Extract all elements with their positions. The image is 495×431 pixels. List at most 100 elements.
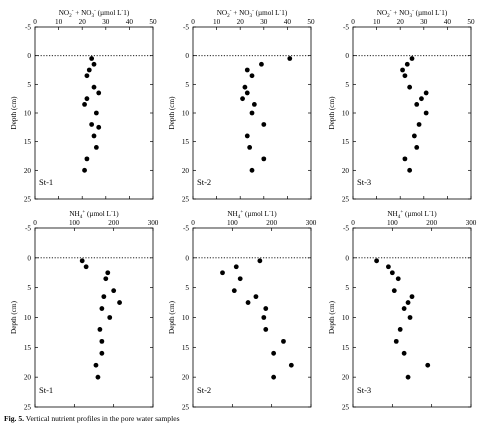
axis-title-part: - (94, 8, 96, 14)
data-point (91, 133, 97, 139)
y-tick-label: 0 (345, 254, 349, 262)
axis-title-part: 3 (91, 13, 94, 19)
axis-title-part: - (440, 8, 442, 14)
x-axis-title: NO2- + NO3- (µmol L-1) (377, 8, 448, 19)
data-point (233, 264, 239, 270)
data-point (244, 133, 250, 139)
axis-title-part: NO (217, 9, 227, 17)
axis-title-part: - (230, 8, 232, 14)
data-point (395, 276, 401, 282)
data-point (407, 315, 413, 320)
data-point (263, 306, 269, 311)
x-tick-label: 20 (397, 18, 405, 26)
x-axis-title: NO2- + NO3- (µmol L-1) (59, 8, 130, 19)
data-point (391, 288, 397, 294)
x-tick-label: 20 (79, 18, 87, 26)
data-point (397, 327, 403, 332)
y-tick-label: 20 (24, 374, 32, 382)
axis-title-part: 3 (249, 13, 252, 19)
data-point (249, 110, 255, 116)
x-tick-label: 200 (266, 219, 277, 227)
x-tick-label: 30 (102, 18, 110, 26)
data-point (97, 327, 103, 332)
data-point (84, 156, 90, 162)
plot-frame (192, 227, 312, 408)
y-tick-label: 10 (24, 110, 32, 118)
data-point (393, 338, 399, 344)
caption-text: Vertical nutrient profiles in the pore w… (24, 414, 180, 423)
y-tick-label: 10 (24, 314, 32, 322)
y-tick-label: 25 (342, 196, 350, 204)
axis-title-part: (µmol L (243, 210, 269, 218)
data-point (414, 145, 420, 150)
x-tick-label: 200 (108, 219, 119, 227)
y-tick-label: 15 (182, 138, 190, 146)
data-point (91, 61, 97, 67)
data-point (400, 67, 405, 73)
y-axis-title: Depth (cm) (10, 96, 18, 130)
data-point (419, 96, 424, 102)
axis-title-part: + NO (231, 9, 249, 17)
y-tick-label: 20 (182, 167, 190, 175)
x-tick-label: 10 (55, 18, 63, 26)
data-point (257, 258, 263, 264)
data-point (405, 374, 411, 380)
data-point (93, 145, 99, 150)
data-point (105, 270, 111, 276)
x-axis-title: NH4+ (µmol L-1) (69, 209, 119, 220)
data-point (251, 102, 257, 107)
axis-title-part: 1) (113, 210, 120, 218)
x-tick-label: 100 (69, 219, 80, 227)
data-point (249, 167, 255, 173)
data-point (99, 306, 105, 311)
axis-title-part: 1) (271, 210, 278, 218)
data-point (242, 84, 248, 90)
y-tick-label: 0 (345, 52, 349, 60)
data-point (423, 110, 429, 116)
y-tick-label: 20 (24, 167, 32, 175)
y-tick-label: 25 (24, 404, 32, 412)
axis-title-part: - (122, 8, 124, 14)
x-tick-label: 40 (284, 18, 292, 26)
axis-title-part: NH (69, 210, 79, 218)
x-tick-label: 0 (33, 18, 37, 26)
data-point (96, 124, 102, 130)
data-point (244, 67, 250, 73)
data-point (416, 122, 422, 127)
axis-title-part: - (280, 8, 282, 14)
y-tick-label: 25 (182, 404, 190, 412)
x-axis-title: NH4+ (µmol L-1) (227, 209, 277, 220)
y-axis-title: Depth (cm) (10, 300, 18, 334)
y-tick-label: 0 (27, 254, 31, 262)
axis-title-part: (µmol L (254, 9, 280, 17)
axis-title-part: + (400, 209, 403, 215)
station-label: St-1 (39, 177, 53, 187)
station-label: St-2 (197, 177, 211, 187)
y-tick-label: 10 (182, 110, 190, 118)
y-axis-title: Depth (cm) (328, 96, 336, 130)
plot-frame (34, 227, 154, 408)
y-tick-label: -5 (25, 24, 31, 32)
x-tick-label: 0 (191, 219, 195, 227)
data-point (261, 122, 267, 127)
station-label: St-1 (39, 385, 53, 395)
y-tick-label: -5 (183, 225, 189, 233)
data-point (107, 315, 113, 320)
plot-frame (352, 26, 472, 200)
x-tick-label: 10 (213, 18, 221, 26)
y-tick-label: -5 (343, 24, 349, 32)
data-point (244, 90, 250, 96)
y-tick-label: 5 (27, 81, 31, 89)
x-tick-label: 20 (237, 18, 245, 26)
data-point (84, 96, 90, 102)
data-point (405, 300, 411, 305)
data-point (231, 288, 237, 294)
x-tick-label: 50 (467, 18, 475, 26)
y-tick-label: 15 (182, 344, 190, 352)
x-tick-label: 50 (307, 18, 315, 26)
